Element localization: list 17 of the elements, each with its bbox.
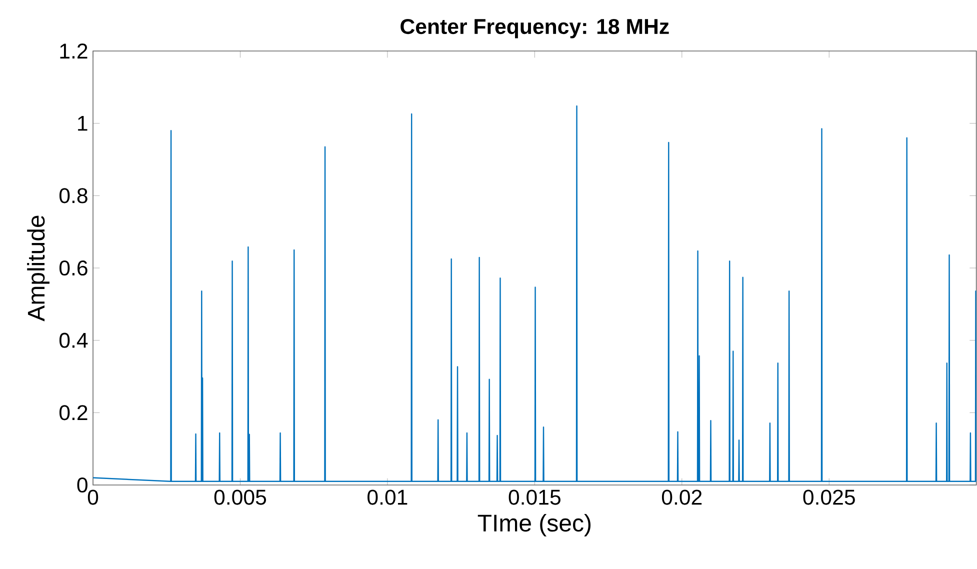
x-tick-label: 0.025 <box>803 490 855 505</box>
y-tick-label: 1 <box>78 116 88 131</box>
x-tick-label: 0.015 <box>508 490 560 505</box>
y-tick-label: 1.2 <box>60 44 88 58</box>
y-tick-label: 0.6 <box>59 260 88 276</box>
line-series <box>93 105 976 482</box>
x-tick-label: 0 <box>88 490 98 505</box>
y-tick-label: 0.8 <box>59 188 88 204</box>
x-tick-label: 0.01 <box>368 490 408 505</box>
x-axis-title: TIme (sec) <box>478 514 590 536</box>
y-tick-label: 0 <box>77 477 88 493</box>
y-tick-label: 0.2 <box>59 405 88 420</box>
x-tick-label: 0.02 <box>662 490 702 505</box>
chart-title: Center Frequency: 18 MHz <box>400 18 669 38</box>
x-tick-label: 0.005 <box>214 490 266 505</box>
y-tick-label: 0.4 <box>59 332 88 348</box>
y-axis-title: Amplitude <box>27 216 50 322</box>
